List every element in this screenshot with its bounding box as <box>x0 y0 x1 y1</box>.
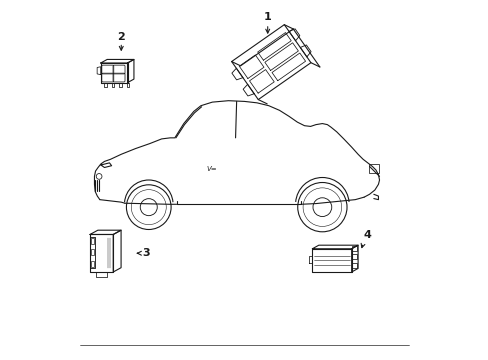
Text: 3: 3 <box>142 248 150 258</box>
Text: 2: 2 <box>117 32 125 42</box>
Bar <box>91 238 94 244</box>
Bar <box>351 246 356 251</box>
Bar <box>351 264 356 269</box>
Text: 4: 4 <box>363 230 371 240</box>
Bar <box>351 255 356 260</box>
Bar <box>91 249 94 255</box>
Bar <box>368 164 378 173</box>
Text: V=: V= <box>206 166 217 172</box>
Text: 1: 1 <box>264 13 271 22</box>
Bar <box>91 261 94 267</box>
